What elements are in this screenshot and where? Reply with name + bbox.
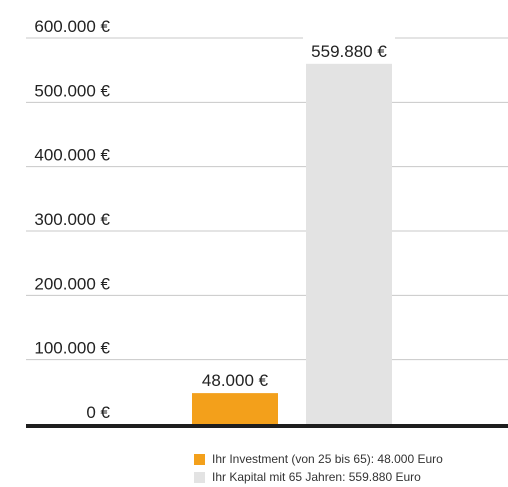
bar-chart: 0 € 100.000 € 200.000 € 300.000 € 400.000 € 5…: [26, 17, 508, 428]
bar: [306, 63, 392, 424]
y-tick-label: 200.000 €: [34, 274, 110, 293]
y-tick-label: 600.000 €: [34, 17, 110, 36]
bar: [192, 393, 278, 424]
legend-swatch-kapital: [194, 471, 205, 483]
x-axis-baseline: [26, 424, 508, 428]
legend-swatch-investment: [194, 453, 205, 465]
data-label-background: [303, 36, 395, 57]
legend-label-investment: Ihr Investment (von 25 bis 65): 48.000 E…: [212, 452, 443, 466]
y-tick-label: 400.000 €: [34, 146, 110, 165]
data-label: 559.880 €: [311, 42, 387, 61]
y-tick-label: 300.000 €: [34, 210, 110, 229]
chart-legend: Ihr Investment (von 25 bis 65): 48.000 E…: [194, 451, 443, 487]
legend-item-kapital: Ihr Kapital mit 65 Jahren: 559.880 Euro: [194, 469, 443, 485]
y-tick-label: 0 €: [86, 403, 110, 422]
legend-item-investment: Ihr Investment (von 25 bis 65): 48.000 E…: [194, 451, 443, 467]
data-label: 48.000 €: [202, 371, 269, 390]
y-tick-label: 500.000 €: [34, 81, 110, 100]
legend-label-kapital: Ihr Kapital mit 65 Jahren: 559.880 Euro: [212, 470, 421, 484]
y-tick-label: 100.000 €: [34, 339, 110, 358]
